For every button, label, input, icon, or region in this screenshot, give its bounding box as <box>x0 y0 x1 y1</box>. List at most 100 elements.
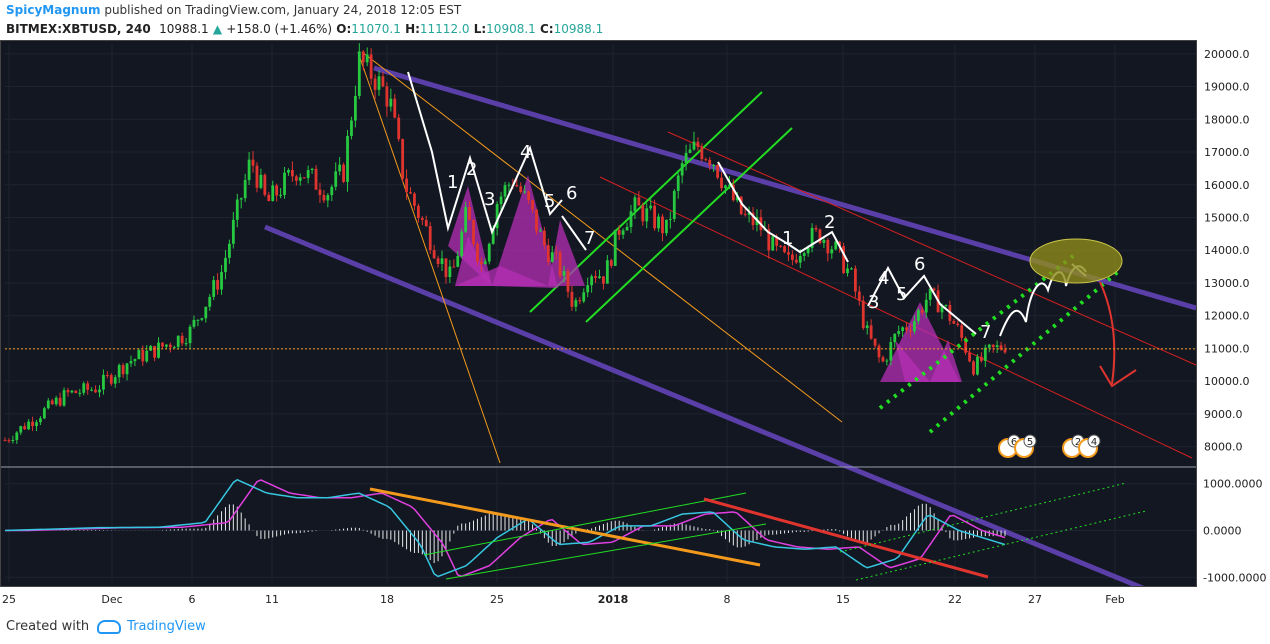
candle-body <box>432 250 436 259</box>
candle-body <box>401 139 405 179</box>
candle-body <box>869 325 873 339</box>
candle-body <box>409 192 412 194</box>
candle-body <box>165 344 168 347</box>
orange-fan-line-1 <box>357 51 501 464</box>
candle-body <box>814 227 818 230</box>
chart-canvas[interactable]: 1234567123456710988.102:54:316524 20000.… <box>0 40 1270 610</box>
x-tick-label: 25 <box>490 593 504 606</box>
candle-body <box>700 146 704 160</box>
candle-body <box>259 174 263 188</box>
candle-body <box>542 230 546 246</box>
candle-body <box>834 241 838 250</box>
candle-body <box>350 120 353 136</box>
candle-body <box>263 174 267 195</box>
candle-body <box>873 338 877 346</box>
candle-body <box>877 345 881 358</box>
candle-body <box>452 266 456 268</box>
candle-body <box>66 390 70 393</box>
y-tick-label: 13000.0 <box>1204 277 1250 290</box>
candle-body <box>35 422 38 427</box>
candle-body <box>291 169 294 177</box>
candle-body <box>86 383 90 390</box>
symbol-label[interactable]: BITMEX:XBTUSD, 240 <box>6 22 151 36</box>
high-value: 11112.0 <box>419 22 470 36</box>
x-tick-label: 6 <box>189 593 196 606</box>
candle-body <box>334 171 338 187</box>
author-name[interactable]: SpicyMagnum <box>6 3 101 17</box>
wave-label: 7 <box>584 228 595 249</box>
candle-body <box>617 229 621 235</box>
event-badge: 6 <box>1011 437 1017 448</box>
candle-body <box>794 259 798 263</box>
candle-body <box>397 117 401 140</box>
candle-body <box>602 276 605 284</box>
candle-body <box>562 271 566 276</box>
close-value: 10988.1 <box>553 22 604 36</box>
candle-body <box>574 300 578 307</box>
candle-body <box>672 190 676 219</box>
candle-body <box>515 184 519 187</box>
candle-body <box>979 356 983 361</box>
candle-body <box>712 165 716 167</box>
candle-body <box>968 352 971 362</box>
green-channel-lower <box>585 127 793 323</box>
candle-body <box>503 185 507 197</box>
candle-body <box>393 98 397 118</box>
price-change: +158.0 (+1.46%) <box>226 22 333 36</box>
badge-bubble <box>1087 434 1101 448</box>
wave-label: 6 <box>914 254 925 275</box>
candle-body <box>287 169 290 173</box>
y-tick-label: 19000.0 <box>1204 81 1250 94</box>
candle-body <box>932 288 936 291</box>
candle-body <box>708 159 712 166</box>
candle-body <box>342 164 345 182</box>
candle-body <box>330 186 334 196</box>
candle-body <box>42 408 46 419</box>
candle-body <box>468 207 471 221</box>
candle-body <box>751 212 755 226</box>
candle-body <box>535 209 538 232</box>
candle-body <box>346 135 349 182</box>
candle-body <box>668 218 672 220</box>
candle-body <box>381 76 385 87</box>
candle-body <box>767 229 771 251</box>
candle-body <box>82 383 86 393</box>
candle-body <box>665 219 668 234</box>
candle-body <box>196 319 200 321</box>
candle-body <box>200 318 204 320</box>
candle-body <box>62 390 66 406</box>
candle-body <box>944 304 948 306</box>
y-tick-label: 20000.0 <box>1204 48 1250 61</box>
candle-body <box>377 76 381 90</box>
candle-body <box>70 390 74 393</box>
candle-body <box>464 207 468 232</box>
tradingview-brand-link[interactable]: TradingView <box>127 619 206 634</box>
event-badge: 2 <box>1075 437 1081 448</box>
projection-channel-lower <box>928 268 1122 434</box>
candle-body <box>472 220 475 244</box>
candle-body <box>739 196 743 215</box>
candle-body <box>566 271 570 292</box>
candle-body <box>956 323 960 326</box>
candle-body <box>310 168 314 171</box>
x-tick-label: 2018 <box>598 593 629 606</box>
candle-body <box>783 246 786 253</box>
candle-body <box>109 375 113 384</box>
candle-body <box>735 196 739 201</box>
high-label: H: <box>405 22 420 36</box>
candle-body <box>176 335 180 347</box>
candle-body <box>531 200 534 210</box>
candle-body <box>3 440 7 442</box>
candle-body <box>271 185 275 202</box>
candle-body <box>125 363 129 375</box>
candle-body <box>724 185 727 189</box>
candle-body <box>389 98 393 107</box>
candle-body <box>102 374 105 390</box>
red-channel-line-1 <box>599 176 1193 459</box>
y-tick-label: 14000.0 <box>1204 244 1250 257</box>
candle-body <box>369 54 373 79</box>
candle-body <box>105 374 109 376</box>
y-tick-label: 9000.0 <box>1204 408 1243 421</box>
candle-body <box>787 252 790 255</box>
close-label: C: <box>539 22 554 36</box>
